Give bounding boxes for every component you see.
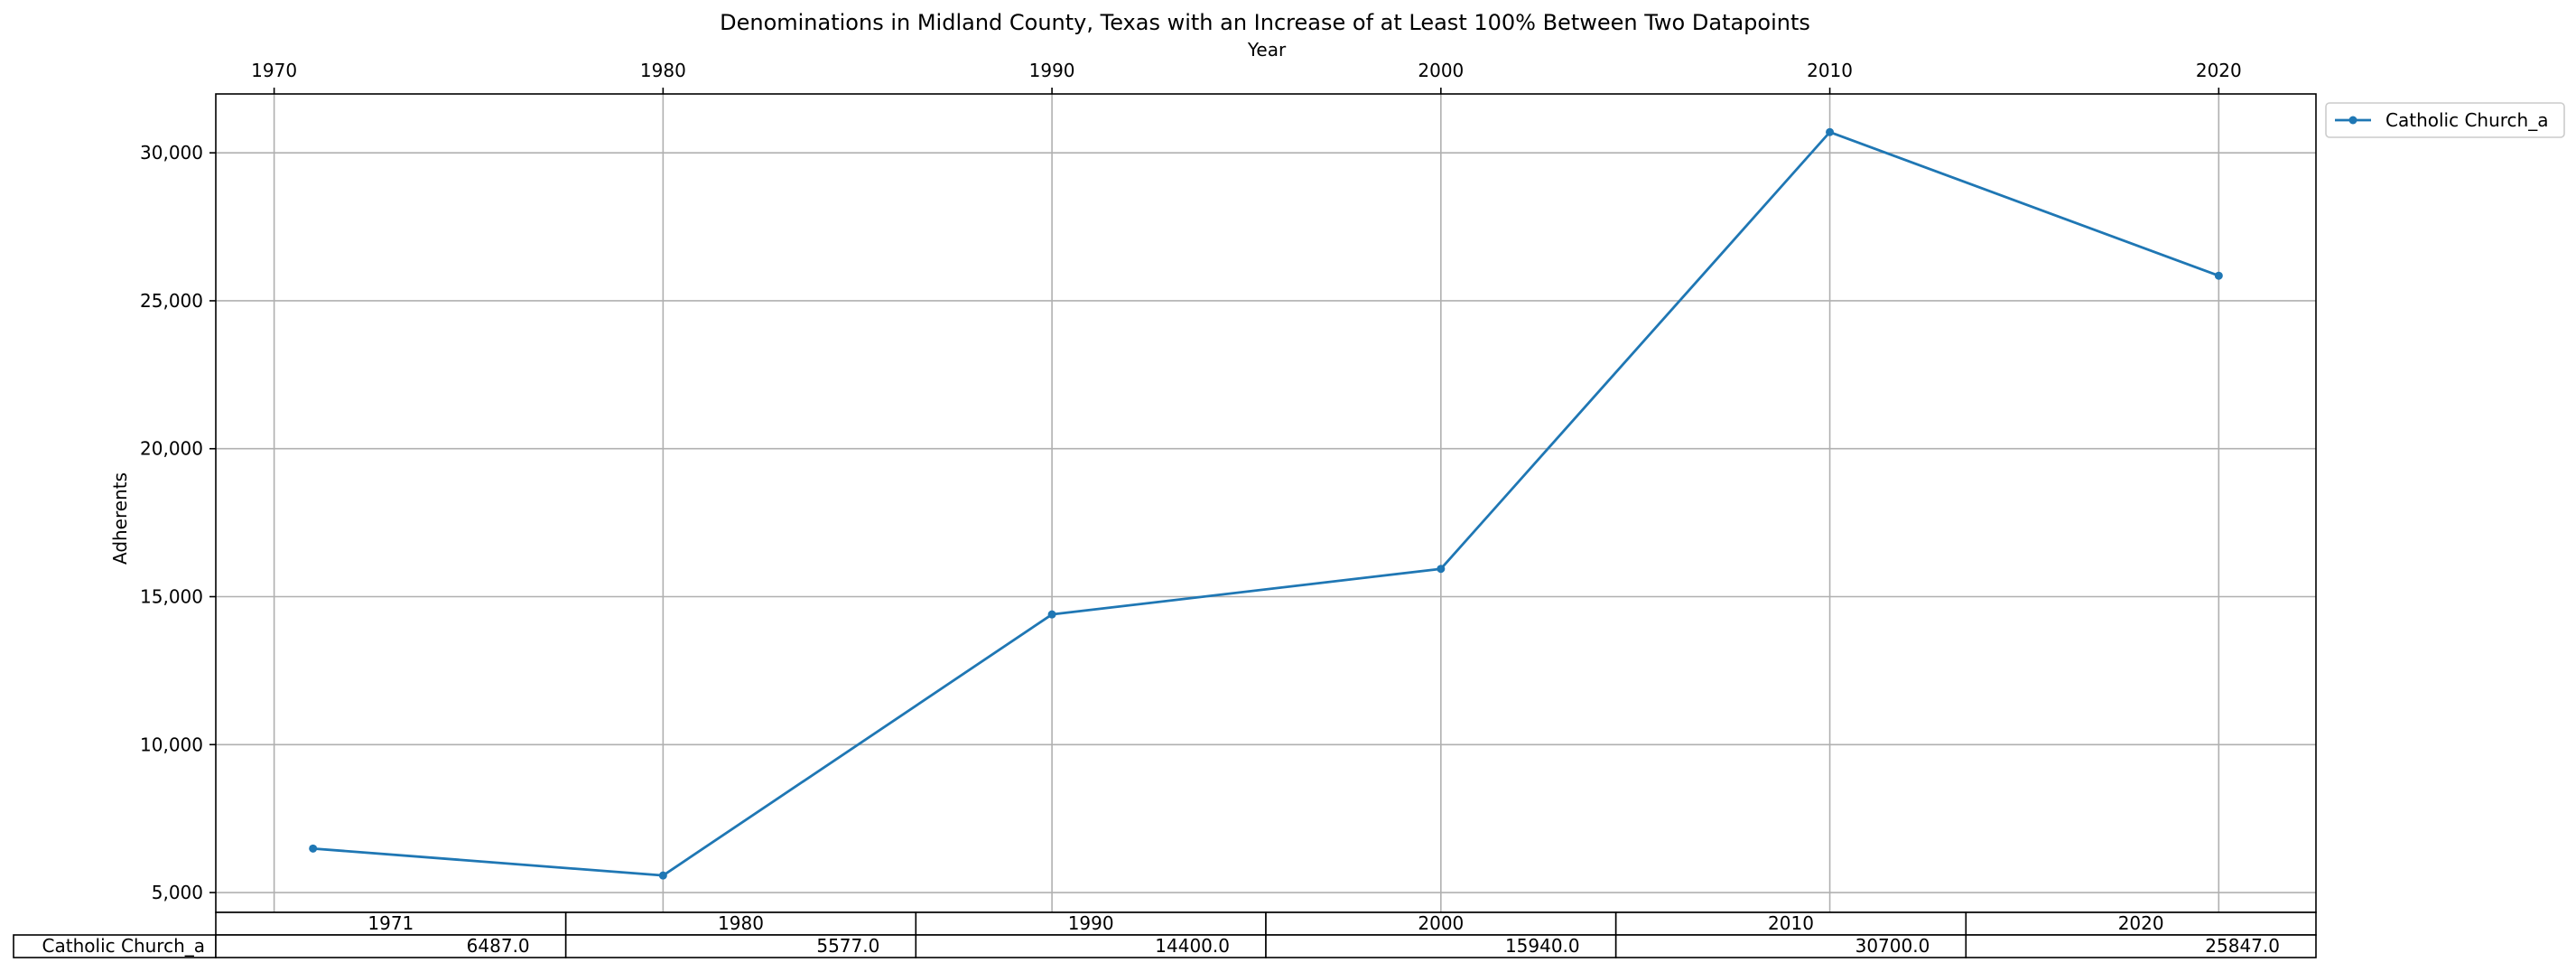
y-tick-label: 5,000 [152, 882, 203, 903]
x-tick-label: 2010 [1807, 60, 1853, 81]
table-header-cell [1965, 911, 2317, 936]
table-cell [1265, 934, 1617, 958]
table-header-label: 2000 [1418, 912, 1464, 934]
data-table: 1971 1980 1990 2000 2010 2020 Catholic Church_… [13, 911, 2317, 958]
chart-title: Denominations in Midland County, Texas w… [720, 10, 1810, 35]
legend-box [2325, 102, 2565, 138]
x-tick-label: 1980 [640, 60, 686, 81]
table-header-label: 2020 [2118, 912, 2164, 934]
table-cell-value: 15940.0 [1505, 935, 1580, 957]
y-tick-label: 25,000 [140, 290, 203, 312]
grid [216, 94, 2316, 912]
series-line [312, 130, 2219, 877]
y-tick-label: 10,000 [140, 734, 203, 755]
table-header-label: 1980 [718, 912, 764, 934]
table-cell-value: 30700.0 [1855, 935, 1930, 957]
x-tick-label: 2000 [1418, 60, 1464, 81]
table-header-label: 1971 [367, 912, 414, 934]
data-point [1047, 610, 1056, 619]
plot-area-frame [215, 93, 2317, 913]
table-cell [564, 934, 917, 958]
series [309, 127, 2223, 880]
legend-entry: Catholic Church_a [2385, 109, 2548, 131]
table-cell [915, 934, 1267, 958]
data-point [2214, 271, 2223, 280]
table-cell-value: 14400.0 [1155, 935, 1230, 957]
legend-swatch-marker [2348, 116, 2357, 125]
table-cell-value: 5577.0 [816, 935, 879, 957]
data-point [309, 844, 318, 853]
x-ticks: 1970 1980 1990 2000 2010 2020 [251, 60, 2242, 94]
legend: Catholic Church_a [2325, 102, 2565, 138]
x-tick-label: 1990 [1029, 60, 1075, 81]
table-cell [1965, 934, 2317, 958]
y-ticks: 5,000 10,000 15,000 20,000 25,000 30,000 [140, 142, 216, 903]
table-header-label: 1990 [1068, 912, 1114, 934]
data-point [1437, 565, 1446, 574]
table-header-label: 2010 [1768, 912, 1814, 934]
table-header-cell [215, 911, 567, 936]
y-tick-label: 15,000 [140, 586, 203, 608]
data-point [658, 871, 667, 880]
table-cell [215, 934, 567, 958]
table-cell-value: 6487.0 [467, 935, 530, 957]
y-axis-label: Adherents [109, 472, 131, 565]
table-row-label: Catholic Church_a [42, 935, 205, 957]
x-tick-label: 1970 [251, 60, 297, 81]
data-point [1826, 127, 1835, 136]
table-cell-value: 25847.0 [2205, 935, 2280, 957]
y-tick-label: 30,000 [140, 142, 203, 164]
y-tick-label: 20,000 [140, 438, 203, 460]
x-tick-label: 2020 [2196, 60, 2242, 81]
x-axis-label: Year [1247, 39, 1287, 61]
